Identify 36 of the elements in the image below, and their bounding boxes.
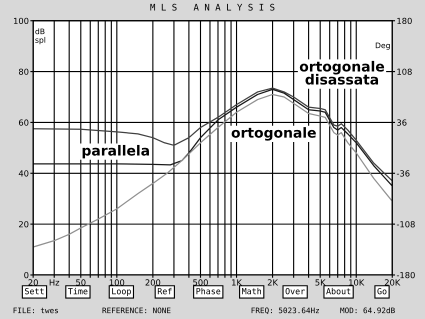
y-tick-label: 0 [24,272,28,278]
y-tick-label: 100 [14,18,28,24]
y2-tick-label: -108 [396,221,415,228]
y2-tick-label: -180 [396,272,415,278]
x-tick-label: 200 [146,279,160,286]
annotation: ortogonale [232,127,316,141]
y-tick-label: 80 [18,68,28,75]
x-tick-label: 500 [193,279,208,286]
x-tick-label: 5K [315,279,326,286]
y2-tick-label: 180 [397,18,412,24]
x-tick-label: 50 [76,279,86,286]
annotation: parallela [82,144,149,158]
chart-title: M L S A N A L Y S I S [150,4,274,11]
annotation: ortogonale disassata [300,60,384,85]
text: Loop [112,288,131,296]
text: Phase [196,288,220,294]
y2-tick-label: 108 [397,68,412,75]
x-tick-label: 20K [384,279,400,286]
x-tick-label: 20 [28,279,38,286]
y-tick-label: 20 [18,221,28,228]
text: Math [242,288,261,294]
y2-tick-label: 36 [397,119,407,126]
x-tick-label: 100 [110,279,124,286]
x-tick-label: Hz [50,279,60,286]
text: Time [68,288,88,294]
x-tick-label: 1K [232,279,242,286]
y-tick-label: 40 [18,170,28,177]
y-tick-label: 60 [18,119,28,126]
text: Over [286,288,305,294]
x-tick-label: 10K [349,279,364,286]
text: Ref [158,288,172,294]
text: Go [377,288,386,294]
y2-tick-label: -36 [396,170,410,177]
text: About [326,288,350,294]
x-tick-label: 2K [268,279,278,286]
text: Sett [25,288,44,294]
